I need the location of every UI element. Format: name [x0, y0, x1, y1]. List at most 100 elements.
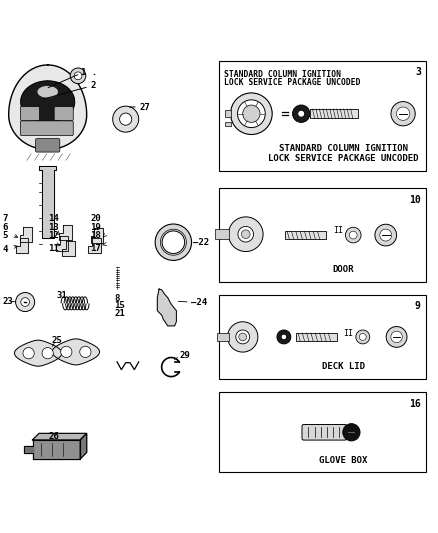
Polygon shape: [52, 339, 99, 365]
Bar: [310, 109, 357, 118]
Text: 26: 26: [49, 432, 59, 441]
Polygon shape: [88, 238, 101, 253]
Circle shape: [61, 346, 72, 358]
Bar: [226, 110, 230, 117]
Bar: [219, 295, 426, 379]
FancyBboxPatch shape: [21, 107, 39, 120]
Text: 9: 9: [415, 301, 421, 311]
Bar: [217, 333, 229, 341]
Bar: [219, 392, 426, 472]
Bar: [219, 61, 426, 171]
Circle shape: [396, 107, 410, 120]
Polygon shape: [157, 289, 177, 326]
Circle shape: [70, 68, 86, 84]
Bar: [296, 333, 337, 341]
Circle shape: [293, 105, 310, 123]
FancyBboxPatch shape: [54, 107, 73, 120]
Circle shape: [343, 424, 360, 441]
Polygon shape: [80, 433, 87, 459]
Circle shape: [243, 105, 260, 123]
Text: 14: 14: [49, 214, 59, 223]
Circle shape: [74, 72, 82, 80]
Circle shape: [281, 334, 286, 340]
Text: —22: —22: [193, 238, 209, 247]
Text: 17: 17: [90, 244, 101, 253]
Text: LOCK SERVICE PACKAGE UNCODED: LOCK SERVICE PACKAGE UNCODED: [224, 78, 360, 87]
Text: 5: 5: [2, 231, 7, 240]
Circle shape: [237, 100, 265, 127]
Polygon shape: [16, 238, 28, 253]
Text: STANDARD COLUMN IGNITION: STANDARD COLUMN IGNITION: [224, 70, 341, 79]
Circle shape: [391, 102, 415, 126]
Text: 1 .: 1 .: [81, 68, 98, 77]
Circle shape: [350, 231, 357, 239]
Circle shape: [359, 334, 366, 341]
Text: 21: 21: [114, 309, 125, 318]
Polygon shape: [91, 228, 103, 243]
FancyBboxPatch shape: [302, 424, 346, 440]
Text: STANDARD COLUMN IGNITION
LOCK SERVICE PACKAGE UNCODED: STANDARD COLUMN IGNITION LOCK SERVICE PA…: [268, 144, 418, 163]
Polygon shape: [9, 65, 87, 149]
Circle shape: [346, 227, 361, 243]
Polygon shape: [32, 433, 87, 440]
Circle shape: [356, 330, 370, 344]
Text: 31: 31: [57, 292, 67, 301]
Text: 12: 12: [49, 231, 59, 240]
Text: 23: 23: [2, 297, 13, 305]
Text: 29: 29: [179, 351, 190, 360]
Circle shape: [241, 230, 250, 239]
Circle shape: [236, 330, 250, 344]
Circle shape: [23, 348, 34, 359]
Polygon shape: [62, 241, 74, 256]
Polygon shape: [38, 87, 57, 97]
Circle shape: [375, 224, 396, 246]
Circle shape: [239, 333, 247, 341]
Circle shape: [228, 322, 258, 352]
Polygon shape: [20, 228, 32, 242]
Circle shape: [380, 229, 392, 241]
Text: 7: 7: [2, 214, 7, 223]
Text: DECK LID: DECK LID: [321, 362, 365, 372]
Circle shape: [120, 113, 132, 125]
Text: 4: 4: [2, 245, 7, 254]
Text: 27: 27: [140, 102, 150, 111]
Bar: [285, 231, 326, 239]
Circle shape: [16, 293, 35, 312]
Circle shape: [42, 348, 53, 359]
Text: —24: —24: [191, 297, 207, 306]
Text: 13: 13: [49, 223, 59, 231]
Text: 6: 6: [2, 223, 7, 231]
Polygon shape: [57, 236, 68, 251]
Text: 11: 11: [49, 244, 59, 253]
Circle shape: [238, 227, 254, 242]
Circle shape: [277, 330, 291, 344]
Text: II: II: [343, 329, 353, 338]
Polygon shape: [21, 81, 74, 123]
Text: GLOVE BOX: GLOVE BOX: [319, 456, 367, 465]
Text: DOOR: DOOR: [332, 265, 354, 274]
Circle shape: [230, 93, 272, 134]
Polygon shape: [32, 440, 80, 459]
Polygon shape: [39, 166, 57, 238]
Text: 8: 8: [114, 294, 120, 303]
Text: 18: 18: [90, 231, 101, 240]
Circle shape: [162, 231, 185, 254]
Bar: [226, 122, 230, 126]
Text: 10: 10: [409, 195, 421, 205]
Text: 19: 19: [90, 223, 101, 231]
Polygon shape: [24, 446, 32, 453]
FancyBboxPatch shape: [35, 139, 60, 152]
Bar: [215, 229, 229, 239]
Text: 16: 16: [409, 399, 421, 409]
Circle shape: [391, 331, 403, 343]
Text: 2: 2: [90, 81, 95, 90]
Circle shape: [228, 217, 263, 252]
FancyBboxPatch shape: [21, 121, 73, 135]
Text: 3: 3: [415, 67, 421, 77]
Text: 15: 15: [114, 301, 125, 310]
Text: 25: 25: [51, 336, 62, 345]
Circle shape: [386, 327, 407, 348]
Circle shape: [113, 106, 139, 132]
Bar: [219, 189, 426, 281]
Text: II: II: [333, 226, 343, 235]
